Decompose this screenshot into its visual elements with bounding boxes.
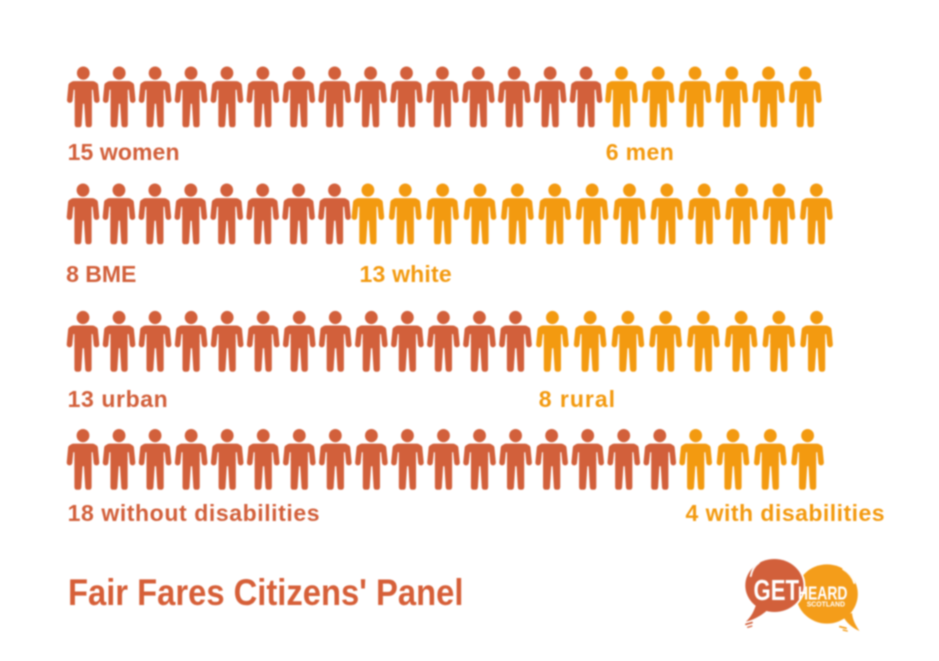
svg-text:SCOTLAND: SCOTLAND [807,600,846,609]
svg-text:HEARD: HEARD [798,582,847,603]
svg-text:GET: GET [754,575,800,607]
